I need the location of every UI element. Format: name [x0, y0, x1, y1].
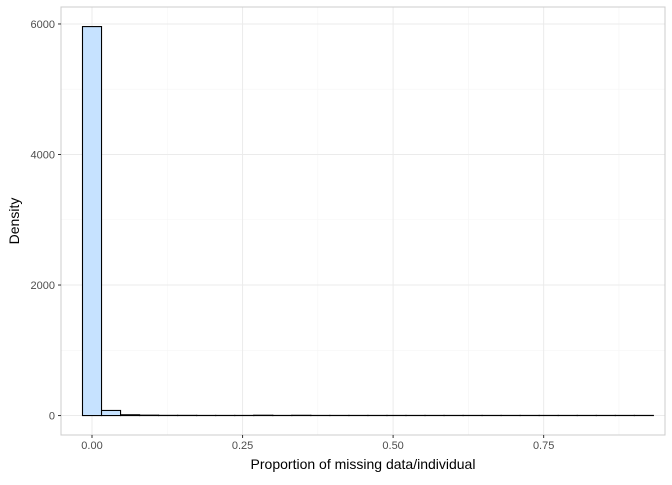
x-tick-label: 0.00	[81, 440, 102, 452]
y-axis: 0 2000 4000 6000	[31, 19, 61, 423]
x-tick-label: 0.25	[232, 440, 253, 452]
x-tick-label: 0.75	[533, 440, 554, 452]
y-tick-label: 4000	[31, 149, 55, 161]
histogram-bar	[121, 415, 140, 416]
histogram-bar	[82, 27, 101, 416]
y-tick-label: 2000	[31, 280, 55, 292]
x-tick-label: 0.50	[382, 440, 403, 452]
bars-layer	[82, 27, 653, 416]
x-axis-title: Proportion of missing data/individual	[251, 456, 476, 472]
y-axis-title: Density	[6, 198, 22, 245]
panel-border	[61, 7, 665, 435]
y-tick-label: 6000	[31, 19, 55, 31]
y-tick-label: 0	[49, 411, 55, 423]
grid-layer	[61, 7, 665, 435]
histogram-bar	[102, 410, 121, 415]
x-axis: 0.00 0.25 0.50 0.75	[81, 435, 554, 452]
